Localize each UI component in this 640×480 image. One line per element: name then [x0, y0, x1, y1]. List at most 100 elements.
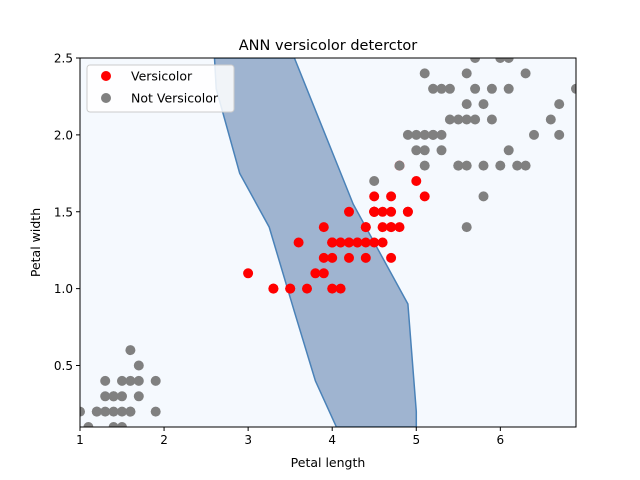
point-versicolor [377, 237, 388, 248]
point-not-versicolor [419, 145, 430, 156]
point-not-versicolor [520, 160, 531, 171]
point-versicolor [243, 268, 254, 279]
point-versicolor [335, 237, 346, 248]
point-not-versicolor [108, 422, 119, 427]
point-not-versicolor [133, 360, 144, 371]
point-not-versicolor [461, 99, 472, 110]
point-not-versicolor [470, 83, 481, 94]
point-versicolor [360, 222, 371, 233]
point-not-versicolor [419, 129, 430, 140]
point-versicolor [377, 222, 388, 233]
point-versicolor [327, 252, 338, 263]
point-versicolor [335, 283, 346, 294]
point-not-versicolor [80, 406, 85, 417]
point-versicolor [369, 206, 380, 217]
point-not-versicolor [100, 375, 111, 386]
point-versicolor [293, 237, 304, 248]
point-versicolor [394, 222, 405, 233]
legend-marker-versicolor [101, 71, 111, 81]
y-tick-label: 0.5 [54, 359, 73, 373]
point-versicolor [386, 222, 397, 233]
point-not-versicolor [117, 406, 127, 417]
point-not-versicolor [486, 114, 497, 125]
point-not-versicolor [117, 422, 127, 427]
point-versicolor [386, 252, 397, 263]
y-tick-label: 1.5 [54, 205, 73, 219]
point-versicolor [344, 237, 354, 248]
decision-region [213, 58, 418, 427]
point-versicolor [302, 283, 312, 294]
legend-label-not-versicolor: Not Versicolor [131, 91, 219, 106]
point-not-versicolor [444, 114, 455, 125]
y-axis-label: Petal width [28, 208, 43, 277]
point-not-versicolor [503, 145, 514, 156]
point-not-versicolor [125, 406, 136, 417]
point-versicolor [377, 206, 388, 217]
point-not-versicolor [545, 114, 556, 125]
chart-title: ANN versicolor deterctor [239, 38, 417, 54]
point-not-versicolor [83, 422, 94, 427]
point-not-versicolor [529, 129, 539, 140]
point-not-versicolor [554, 99, 565, 110]
point-not-versicolor [571, 83, 576, 94]
point-not-versicolor [108, 406, 119, 417]
point-not-versicolor [478, 160, 489, 171]
point-versicolor [386, 191, 397, 202]
point-not-versicolor [419, 68, 430, 79]
point-not-versicolor [402, 129, 413, 140]
point-not-versicolor [461, 68, 472, 79]
point-not-versicolor [91, 406, 102, 417]
point-versicolor [318, 252, 329, 263]
point-not-versicolor [453, 160, 464, 171]
point-not-versicolor [436, 83, 447, 94]
point-not-versicolor [419, 160, 430, 171]
point-not-versicolor [461, 114, 472, 125]
point-versicolor [344, 206, 354, 217]
point-not-versicolor [512, 160, 523, 171]
point-versicolor [268, 283, 279, 294]
point-versicolor [352, 237, 363, 248]
point-versicolor [360, 237, 371, 248]
point-versicolor [369, 237, 380, 248]
point-not-versicolor [470, 58, 481, 63]
point-not-versicolor [486, 83, 497, 94]
point-not-versicolor [133, 375, 144, 386]
point-not-versicolor [436, 129, 447, 140]
point-versicolor [369, 191, 380, 202]
point-versicolor [327, 283, 338, 294]
x-tick-label: 1 [76, 433, 84, 447]
point-not-versicolor [444, 83, 455, 94]
point-versicolor [318, 268, 329, 279]
point-not-versicolor [411, 129, 422, 140]
axis-ticks: 1 2 3 4 5 6 0.5 1.0 1.5 2.0 2.5 [54, 52, 504, 448]
point-not-versicolor [117, 391, 127, 402]
point-not-versicolor [108, 391, 119, 402]
point-not-versicolor [411, 145, 422, 156]
y-tick-label: 1.0 [54, 282, 73, 296]
point-not-versicolor [554, 129, 565, 140]
point-not-versicolor [394, 160, 405, 171]
point-not-versicolor [100, 406, 111, 417]
point-not-versicolor [150, 406, 161, 417]
point-versicolor [419, 191, 430, 202]
point-versicolor [402, 206, 413, 217]
x-axis-label: Petal length [291, 455, 366, 470]
point-not-versicolor [117, 375, 127, 386]
point-not-versicolor [453, 114, 464, 125]
x-tick-label: 4 [328, 433, 336, 447]
point-not-versicolor [503, 58, 514, 63]
legend-label-versicolor: Versicolor [131, 69, 193, 84]
point-not-versicolor [503, 83, 514, 94]
point-versicolor [386, 206, 397, 217]
point-not-versicolor [133, 391, 144, 402]
point-versicolor [310, 268, 321, 279]
point-not-versicolor [495, 160, 506, 171]
legend-marker-not-versicolor [101, 93, 111, 103]
x-tick-label: 5 [412, 433, 420, 447]
point-not-versicolor [125, 345, 136, 356]
point-versicolor [318, 222, 329, 233]
point-not-versicolor [100, 391, 111, 402]
legend-box [86, 64, 235, 113]
point-not-versicolor [470, 114, 481, 125]
